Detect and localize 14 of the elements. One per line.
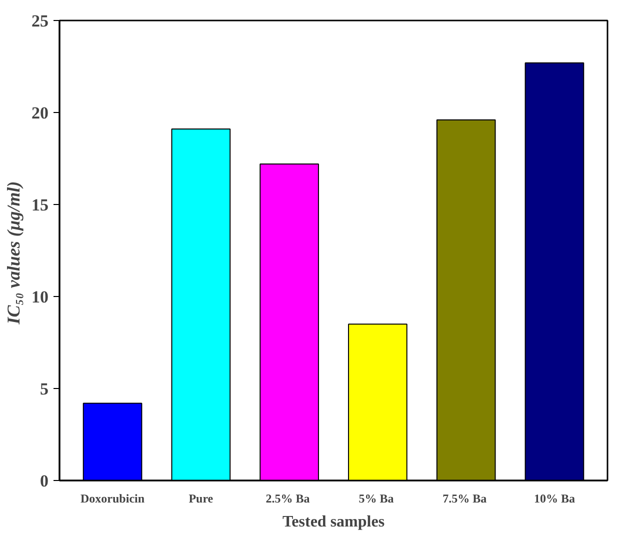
x-tick-label: Pure (188, 492, 214, 506)
x-tick-label: 10% Ba (534, 492, 575, 506)
x-tick-label: Doxorubicin (80, 492, 145, 506)
y-axis-title: IC₅₀ values (µg/ml) (4, 181, 24, 326)
y-tick-label: 15 (32, 196, 48, 214)
y-tick-label: 25 (32, 12, 48, 30)
y-tick-label: 20 (32, 104, 48, 122)
y-tick-label: 10 (32, 288, 48, 306)
x-tick-label: 5% Ba (358, 492, 394, 506)
x-tick-label: 2.5% Ba (266, 492, 310, 506)
x-tick-label: 7.5% Ba (442, 492, 487, 506)
y-tick-label: 5 (40, 380, 48, 398)
x-axis-title: Tested samples (282, 514, 385, 530)
y-tick-label: 0 (40, 472, 48, 490)
